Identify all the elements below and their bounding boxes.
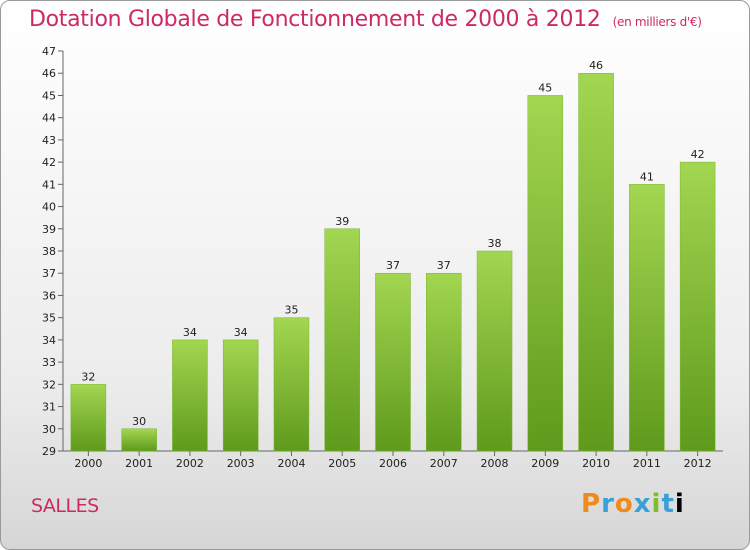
x-tick-label: 2007 (430, 457, 458, 470)
bar (324, 228, 360, 452)
bar (375, 272, 411, 452)
bar-value-label: 39 (335, 215, 349, 228)
x-tick-label: 2010 (582, 457, 610, 470)
chart-title-text: Dotation Globale de Fonctionnement de 20… (29, 7, 601, 32)
x-tick-label: 2003 (227, 457, 255, 470)
bars: 32 30 34 34 35 39 37 37 38 45 46 41 42 (70, 59, 716, 452)
bar (527, 95, 564, 452)
y-tick-label: 33 (42, 356, 56, 369)
bar-value-label: 42 (691, 148, 705, 161)
y-tick-label: 42 (42, 156, 56, 169)
y-tick-label: 44 (42, 112, 56, 125)
bar (476, 250, 513, 452)
y-tick-label: 30 (42, 423, 56, 436)
x-tick-label: 2006 (379, 457, 407, 470)
x-tick-label: 2012 (684, 457, 712, 470)
y-tick-label: 38 (42, 245, 56, 258)
x-tick-label: 2008 (481, 457, 509, 470)
bar-value-label: 35 (284, 304, 298, 317)
x-tick-label: 2009 (531, 457, 559, 470)
bar-value-label: 46 (589, 59, 603, 72)
bar-value-label: 30 (132, 415, 146, 428)
commune-name: SALLES (31, 495, 99, 517)
bar-value-label: 37 (437, 259, 451, 272)
bar-value-label: 41 (640, 170, 654, 183)
proxiti-logo[interactable]: Proxiti (581, 489, 685, 519)
bar-value-label: 38 (488, 237, 502, 250)
y-tick-label: 40 (42, 201, 56, 214)
y-tick-label: 35 (42, 312, 56, 325)
bar (679, 161, 716, 452)
y-tick-label: 47 (42, 45, 56, 58)
chart-title: Dotation Globale de Fonctionnement de 20… (29, 7, 702, 32)
y-tick-label: 46 (42, 67, 56, 80)
bar (121, 428, 157, 452)
y-tick-label: 29 (42, 445, 56, 458)
bar-value-label: 34 (234, 326, 248, 339)
y-tick-label: 39 (42, 223, 56, 236)
bar-value-label: 45 (538, 81, 552, 94)
bar-value-label: 32 (81, 370, 95, 383)
bar (273, 317, 310, 452)
y-tick-label: 41 (42, 178, 56, 191)
axes: 29 30 31 32 33 34 35 36 37 38 39 40 41 42 43 44 45 46 47 20… (42, 45, 723, 470)
y-tick-label: 32 (42, 378, 56, 391)
y-tick-label: 37 (42, 267, 56, 280)
bar-value-label: 37 (386, 259, 400, 272)
chart-subtitle: (en milliers d'€) (612, 15, 702, 29)
bar (426, 272, 462, 452)
x-tick-label: 2001 (125, 457, 153, 470)
y-tick-label: 43 (42, 134, 56, 147)
x-tick-label: 2005 (328, 457, 356, 470)
x-tick-label: 2011 (633, 457, 661, 470)
x-tick-label: 2000 (74, 457, 102, 470)
x-tick-label: 2002 (176, 457, 204, 470)
y-tick-label: 36 (42, 289, 56, 302)
bar (629, 184, 665, 452)
bar (172, 339, 208, 452)
bar (70, 384, 107, 452)
y-tick-label: 31 (42, 401, 56, 414)
bar (578, 72, 614, 452)
bar (222, 339, 259, 452)
y-tick-label: 34 (42, 334, 56, 347)
x-tick-label: 2004 (277, 457, 305, 470)
bar-value-label: 34 (183, 326, 197, 339)
y-tick-label: 45 (42, 89, 56, 102)
